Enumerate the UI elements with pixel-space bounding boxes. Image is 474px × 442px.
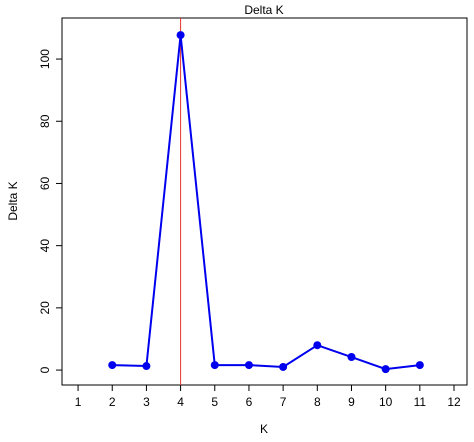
x-tick-label: 11 <box>414 395 427 409</box>
y-axis-label: Delta K <box>6 181 20 220</box>
data-point <box>176 31 185 40</box>
chart-title: Delta K <box>244 3 283 17</box>
y-tick-label: 60 <box>38 176 52 190</box>
x-axis-label: K <box>260 422 268 436</box>
y-tick-label: 80 <box>38 114 52 128</box>
data-point <box>244 361 253 370</box>
x-tick-label: 5 <box>211 395 218 409</box>
x-tick-label: 12 <box>447 395 461 409</box>
y-tick-label: 20 <box>38 301 52 315</box>
x-tick-label: 4 <box>177 395 184 409</box>
y-tick-label: 100 <box>38 49 52 69</box>
data-line <box>112 35 420 371</box>
data-point <box>415 361 424 370</box>
x-tick-label: 6 <box>246 395 253 409</box>
plot-frame <box>61 17 468 386</box>
x-tick-label: 1 <box>75 395 82 409</box>
y-tick-label: 0 <box>38 366 52 373</box>
x-tick-label: 9 <box>348 395 355 409</box>
data-point <box>313 341 322 350</box>
data-point <box>210 361 219 370</box>
x-tick-label: 10 <box>379 395 393 409</box>
x-tick-label: 3 <box>143 395 150 409</box>
x-tick-label: 2 <box>109 395 116 409</box>
data-point <box>347 353 356 362</box>
data-point <box>142 362 151 371</box>
data-point <box>108 361 117 370</box>
data-point <box>381 365 390 374</box>
y-tick-label: 40 <box>38 239 52 253</box>
x-tick-label: 7 <box>280 395 287 409</box>
x-tick-label: 8 <box>314 395 321 409</box>
data-point <box>279 362 288 371</box>
